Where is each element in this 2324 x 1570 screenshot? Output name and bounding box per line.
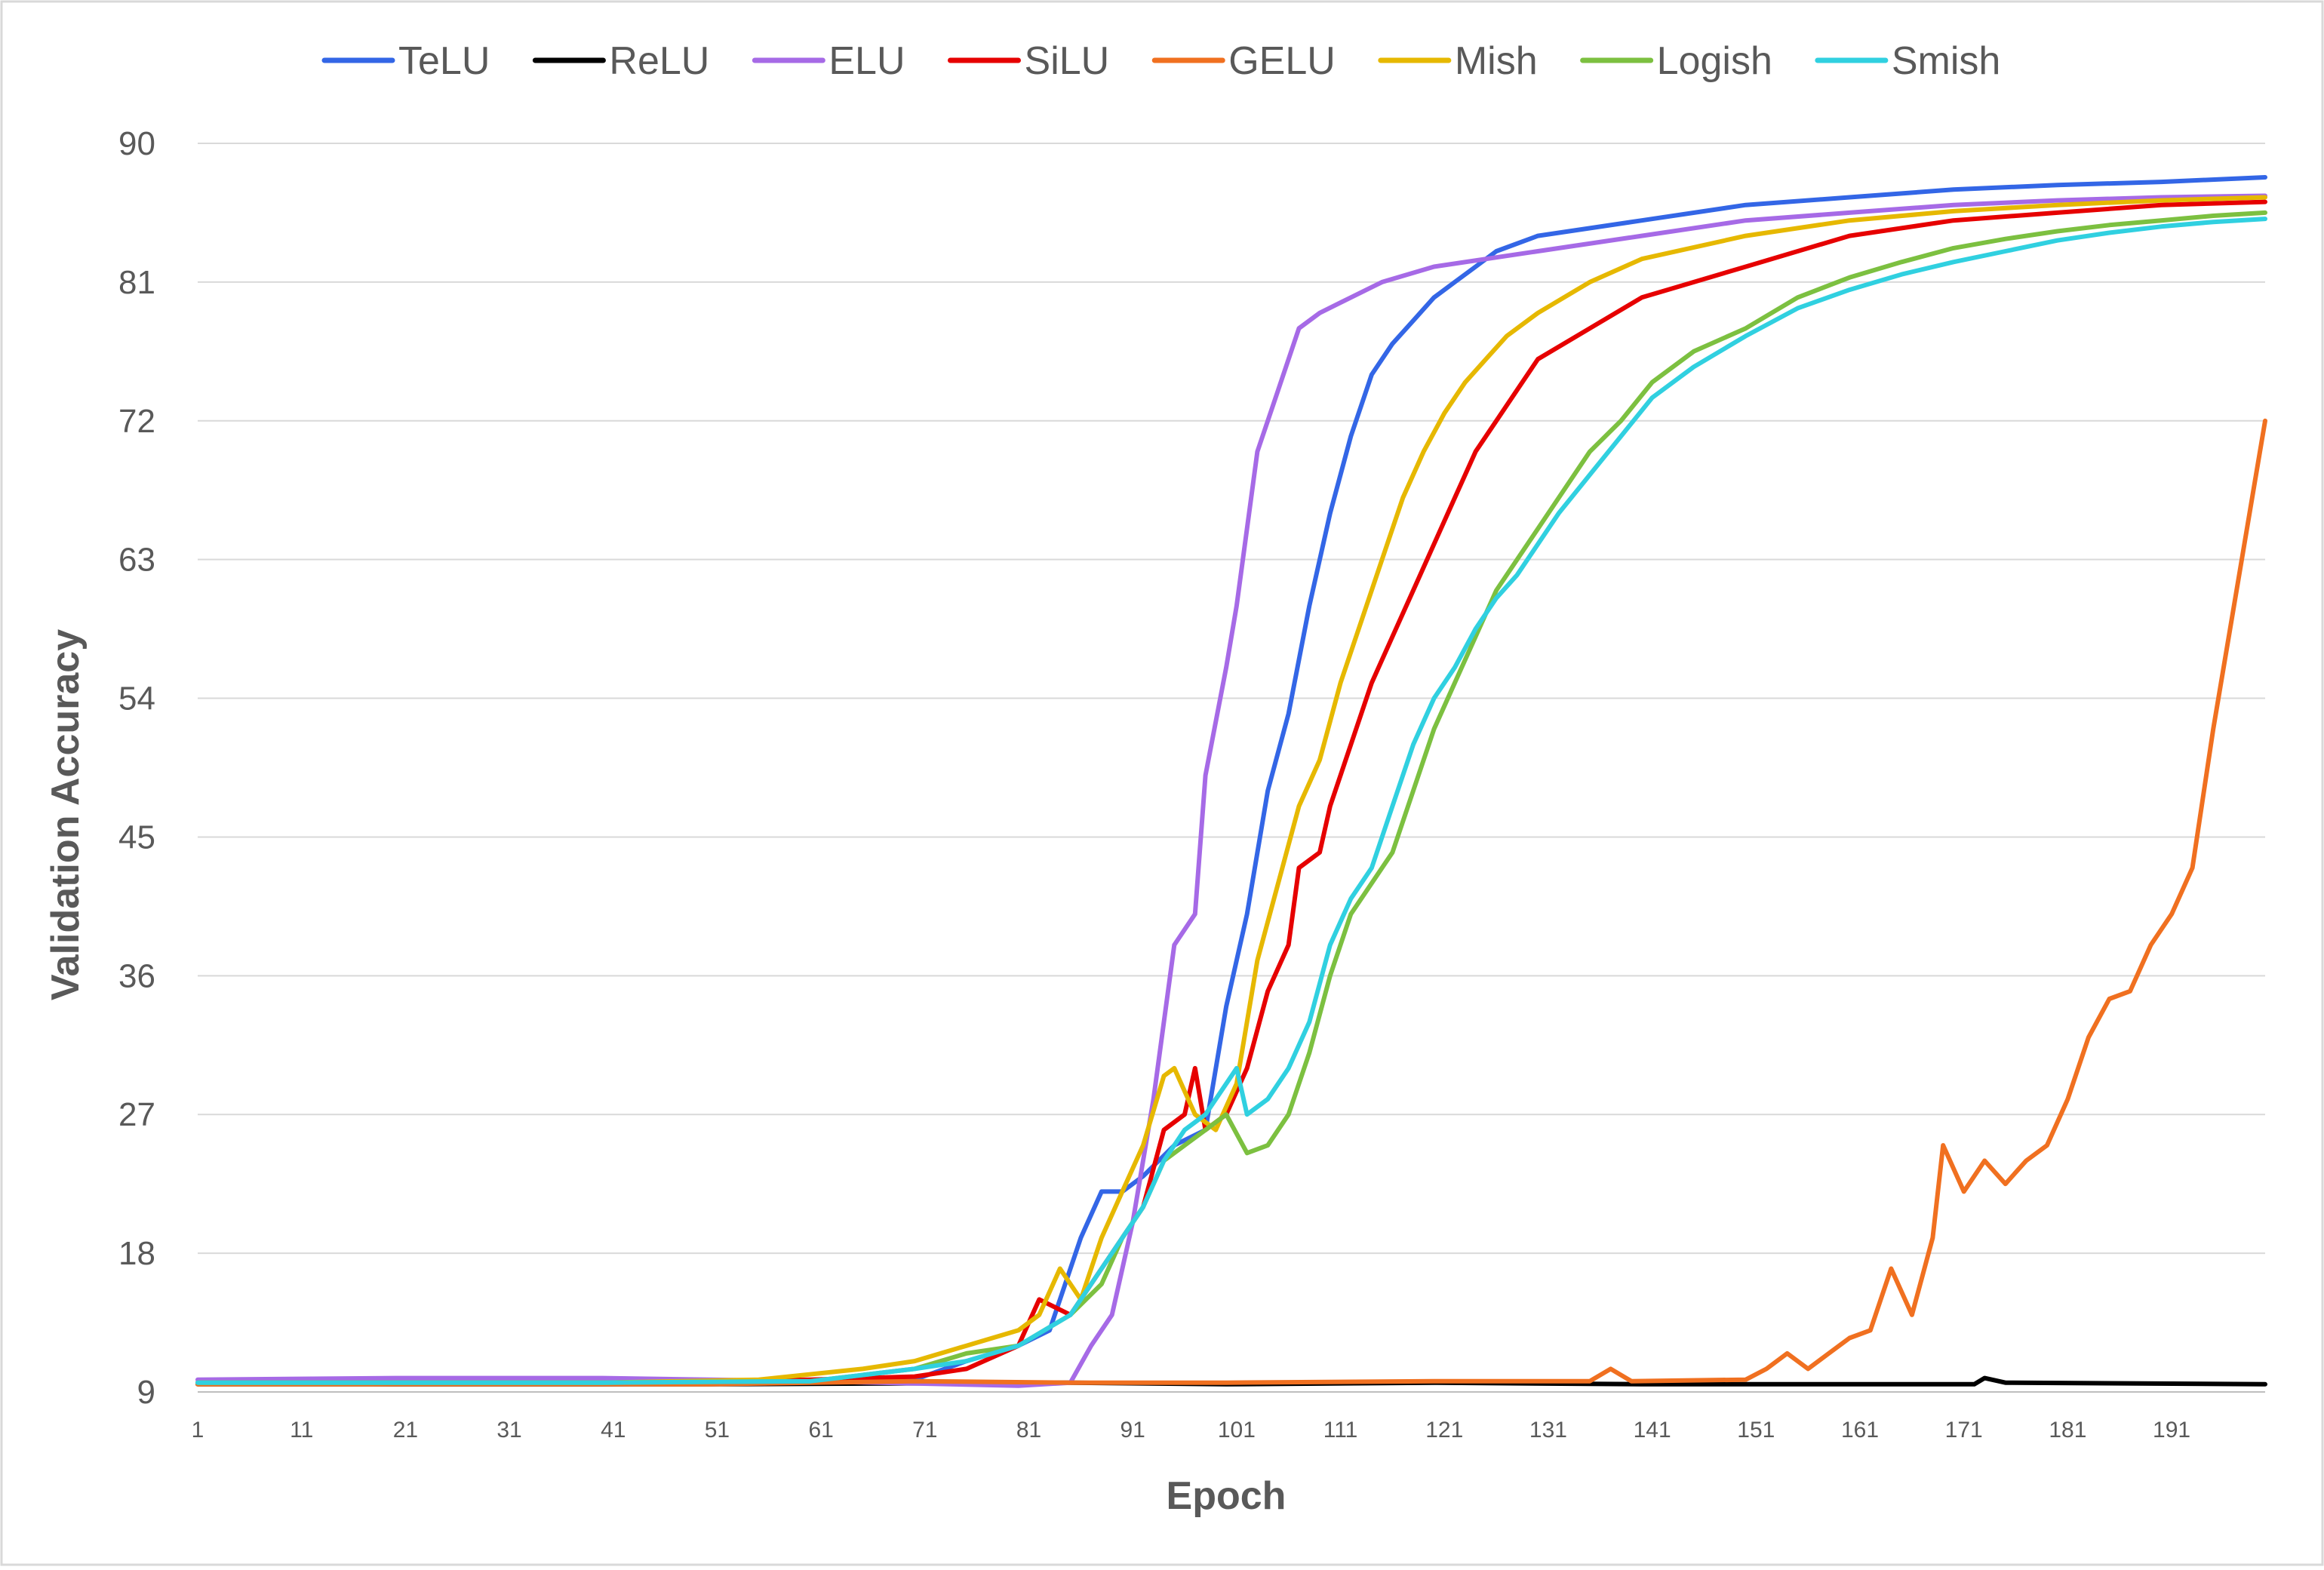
x-tick-label: 41 — [601, 1418, 626, 1442]
y-tick-label: 90 — [118, 125, 155, 162]
y-tick-label: 36 — [118, 957, 155, 994]
x-tick-label: 161 — [1841, 1418, 1879, 1442]
legend: TeLU ReLU ELU SiLU GELU Mish Logish Smish — [321, 39, 2000, 83]
legend-label-gelu: GELU — [1228, 39, 1336, 83]
gridlines — [198, 143, 2265, 1255]
y-tick-label: 9 — [137, 1374, 155, 1411]
x-tick-label: 1 — [192, 1418, 204, 1442]
y-tick-label: 27 — [118, 1096, 155, 1133]
x-tick-label: 141 — [1634, 1418, 1671, 1442]
series-line-silu — [195, 199, 2267, 1385]
x-tick-label: 51 — [705, 1418, 730, 1442]
legend-label-logish: Logish — [1657, 39, 1772, 83]
x-tick-label: 131 — [1529, 1418, 1567, 1442]
y-tick-label: 54 — [118, 681, 155, 717]
x-tick-label: 71 — [912, 1418, 937, 1442]
y-tick-label: 45 — [118, 819, 155, 856]
legend-label-smish: Smish — [1892, 39, 2000, 83]
x-tick-label: 191 — [2153, 1418, 2190, 1442]
x-tick-label: 151 — [1737, 1418, 1775, 1442]
legend-label-silu: SiLU — [1025, 39, 1110, 83]
x-tick-label: 101 — [1218, 1418, 1256, 1442]
series-lines — [195, 175, 2267, 1388]
series-line-logish — [195, 210, 2267, 1385]
x-tick-label: 61 — [808, 1418, 833, 1442]
y-axis-title: Validation Accuracy — [44, 629, 88, 1000]
y-tick-label: 72 — [118, 403, 155, 440]
x-tick-label: 171 — [1945, 1418, 1983, 1442]
x-tick-label: 181 — [2049, 1418, 2086, 1442]
x-tick-label: 111 — [1323, 1418, 1358, 1442]
series-line-mish — [195, 195, 2267, 1385]
x-tick-label: 91 — [1120, 1418, 1145, 1442]
series-line-gelu — [195, 418, 2267, 1387]
x-axis-title: Epoch — [1167, 1474, 1286, 1518]
y-tick-label: 81 — [118, 264, 155, 301]
legend-label-mish: Mish — [1455, 39, 1538, 83]
legend-label-telu: TeLU — [398, 39, 490, 83]
y-tick-label: 63 — [118, 542, 155, 579]
series-line-smish — [195, 217, 2267, 1385]
x-tick-label: 31 — [496, 1418, 521, 1442]
x-tick-label: 81 — [1016, 1418, 1041, 1442]
x-tick-label: 121 — [1425, 1418, 1463, 1442]
x-tick-label: 21 — [393, 1418, 418, 1442]
y-tick-label: 18 — [118, 1235, 155, 1272]
x-tick-label: 11 — [290, 1418, 313, 1442]
legend-label-elu: ELU — [828, 39, 905, 83]
legend-label-relu: ReLU — [609, 39, 709, 83]
